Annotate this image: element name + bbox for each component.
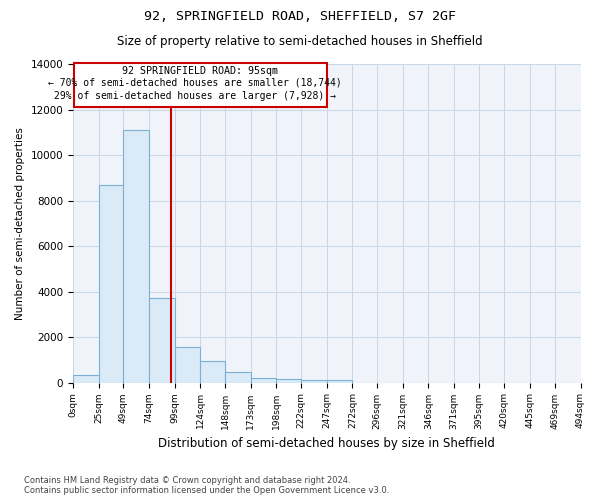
- Bar: [149, 298, 175, 382]
- Text: 29% of semi-detached houses are larger (7,928) →: 29% of semi-detached houses are larger (…: [54, 91, 336, 101]
- Text: 92 SPRINGFIELD ROAD: 95sqm: 92 SPRINGFIELD ROAD: 95sqm: [122, 66, 278, 76]
- Y-axis label: Number of semi-detached properties: Number of semi-detached properties: [15, 127, 25, 320]
- FancyBboxPatch shape: [74, 63, 327, 107]
- Bar: [301, 380, 327, 382]
- Bar: [277, 379, 301, 382]
- Bar: [327, 380, 352, 382]
- Text: Contains HM Land Registry data © Crown copyright and database right 2024.
Contai: Contains HM Land Registry data © Crown c…: [24, 476, 389, 495]
- Text: ← 70% of semi-detached houses are smaller (18,744): ← 70% of semi-detached houses are smalle…: [49, 77, 342, 87]
- Bar: [175, 348, 200, 382]
- Bar: [200, 361, 225, 382]
- Bar: [225, 372, 251, 382]
- Bar: [99, 184, 124, 382]
- Text: 92, SPRINGFIELD ROAD, SHEFFIELD, S7 2GF: 92, SPRINGFIELD ROAD, SHEFFIELD, S7 2GF: [144, 10, 456, 23]
- Bar: [124, 130, 149, 382]
- Bar: [251, 378, 277, 382]
- Bar: [73, 374, 99, 382]
- Text: Size of property relative to semi-detached houses in Sheffield: Size of property relative to semi-detach…: [117, 35, 483, 48]
- X-axis label: Distribution of semi-detached houses by size in Sheffield: Distribution of semi-detached houses by …: [158, 437, 495, 450]
